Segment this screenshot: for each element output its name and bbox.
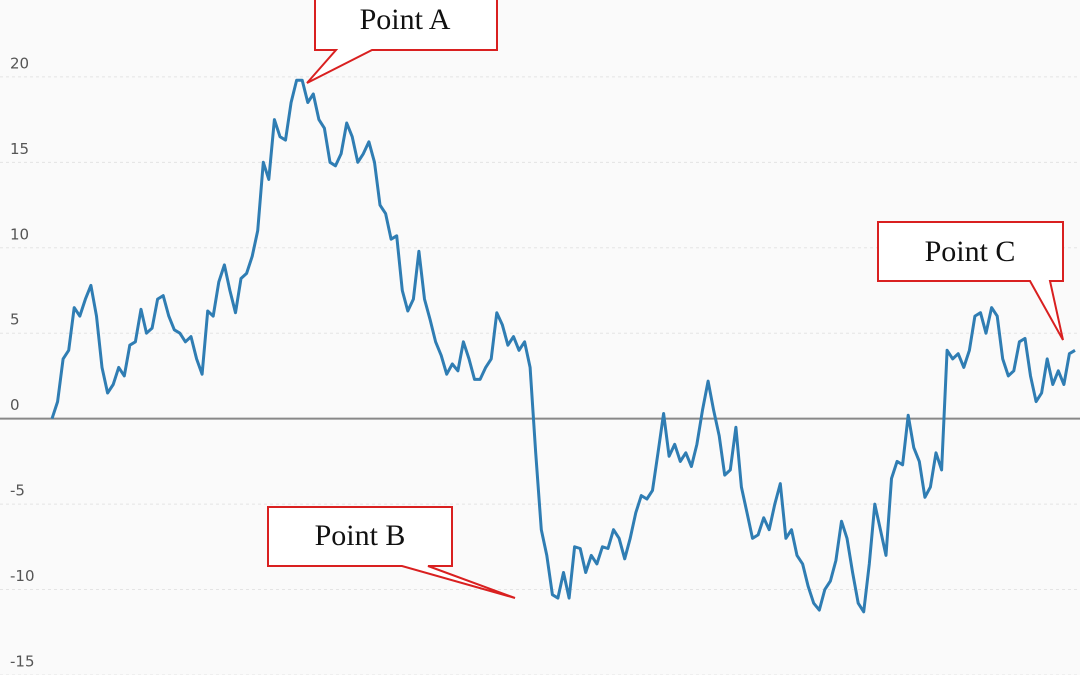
callout-c: Point C [877, 221, 1064, 341]
grid: -15 -10 -5 0 5 10 15 20 [0, 54, 1080, 675]
callout-box [306, 0, 498, 84]
y-tick-label: -10 [10, 567, 35, 585]
annotation: Point B [315, 519, 406, 552]
callout-b: Point B [267, 506, 516, 599]
y-tick-label: 10 [10, 225, 29, 243]
annotation: Point C [925, 235, 1016, 268]
y-tick-label: -5 [10, 482, 25, 500]
y-tick-label: 0 [10, 396, 20, 414]
callout-box [267, 506, 516, 599]
y-tick-label: -15 [10, 653, 35, 671]
y-tick-label: 15 [10, 140, 29, 158]
plot [50, 78, 1076, 614]
annotation: Point A [360, 3, 451, 36]
line [50, 78, 1076, 614]
y-tick-label: 20 [10, 54, 29, 72]
callout-box [877, 221, 1064, 341]
y-tick-label: 5 [10, 311, 20, 329]
callout-a: Point A [306, 0, 498, 84]
